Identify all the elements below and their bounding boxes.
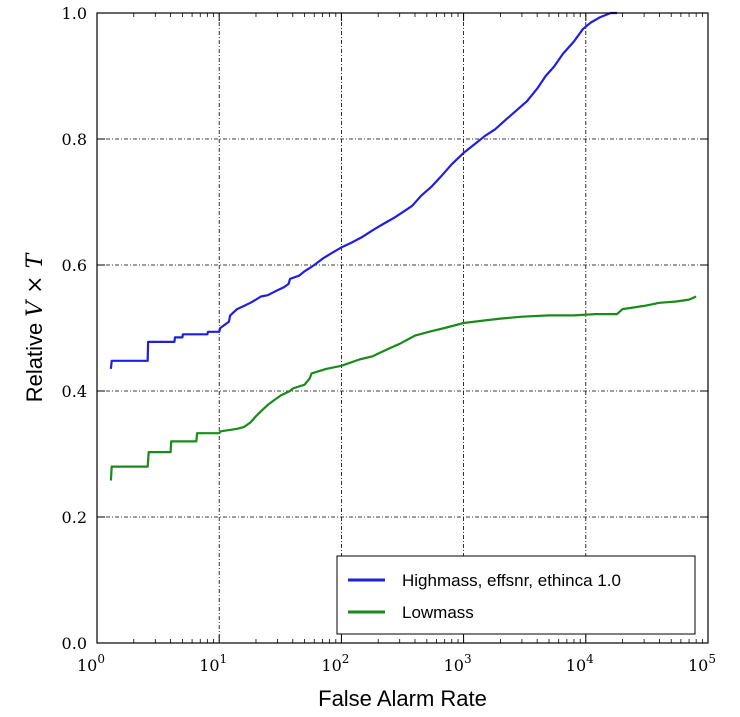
y-axis-title-prefix: Relative	[22, 317, 47, 403]
y-axis-title-math: V × T	[23, 251, 48, 316]
y-tick-label: 1.0	[62, 4, 87, 23]
x-tick-label: 103	[444, 652, 472, 675]
y-tick-label: 0.4	[62, 382, 87, 401]
y-tick-label: 0.6	[62, 256, 87, 275]
series-lines	[109, 11, 697, 481]
legend-label-lowmass: Lowmass	[402, 603, 474, 622]
plot-frame	[96, 12, 709, 644]
y-tick-label: 0.0	[62, 634, 87, 653]
x-tick-label: 100	[77, 652, 105, 675]
x-tick-label: 105	[688, 652, 716, 675]
ticks	[96, 12, 709, 644]
y-tick-label: 0.8	[62, 130, 87, 149]
grid	[97, 13, 708, 643]
x-tick-label: 104	[566, 652, 594, 675]
series-line-highmass	[109, 11, 617, 370]
y-tick-label: 0.2	[62, 508, 87, 527]
x-axis-title: False Alarm Rate	[318, 686, 487, 711]
x-tick-label: 101	[199, 652, 227, 675]
legend: Highmass, effsnr, ethinca 1.0 Lowmass	[336, 555, 696, 635]
x-tick-label: 102	[321, 652, 349, 675]
tick-labels: 100 101 102 103 104 105 0.0 0.2 0.4 0.6 0.8 1.0	[62, 4, 716, 675]
legend-box	[336, 555, 696, 635]
legend-label-highmass: Highmass, effsnr, ethinca 1.0	[402, 571, 621, 590]
series-line-lowmass	[109, 295, 697, 481]
y-axis-title: Relative V × T	[22, 251, 48, 402]
